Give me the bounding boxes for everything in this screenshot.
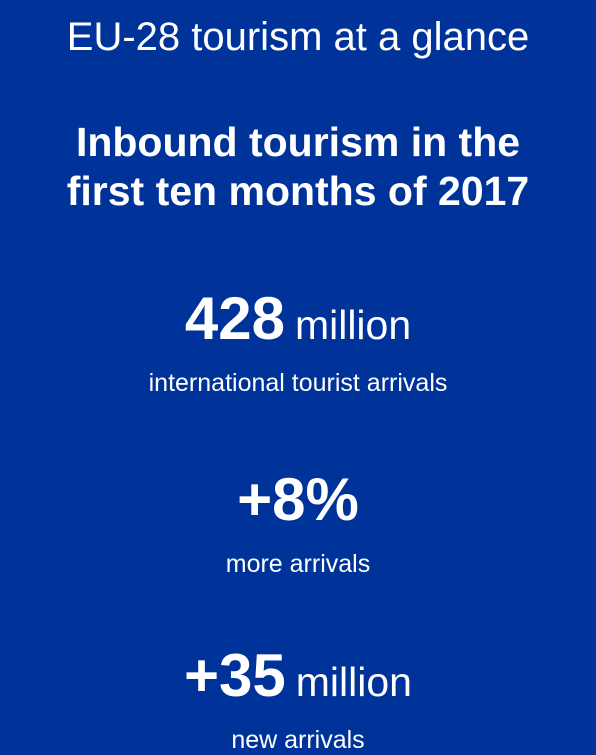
infographic-subtitle: Inbound tourism in the first ten months … <box>0 118 596 216</box>
stat-value-line: 428 million <box>0 288 596 366</box>
stat-caption: new arrivals <box>231 726 365 754</box>
stat-unit: million <box>294 302 412 348</box>
stat-value-line: +35 million <box>0 645 596 723</box>
stat-new-arrivals: +35 million new arrivals <box>0 645 596 755</box>
subtitle-line-2: first ten months of 2017 <box>66 168 530 214</box>
stat-number: 428 <box>184 285 285 352</box>
stat-arrivals: 428 million international tourist arrival… <box>0 288 596 398</box>
page-title: EU-28 tourism at a glance <box>66 15 530 59</box>
stat-caption: international tourist arrivals <box>148 369 448 397</box>
stat-number: +8% <box>237 466 359 533</box>
subtitle-line-1: Inbound tourism in the <box>75 119 521 165</box>
stat-unit: million <box>295 659 412 705</box>
stat-growth: +8% more arrivals <box>0 469 596 579</box>
stat-caption: more arrivals <box>225 550 371 578</box>
stat-value-line: +8% <box>0 469 596 547</box>
stat-number: +35 <box>184 642 286 709</box>
